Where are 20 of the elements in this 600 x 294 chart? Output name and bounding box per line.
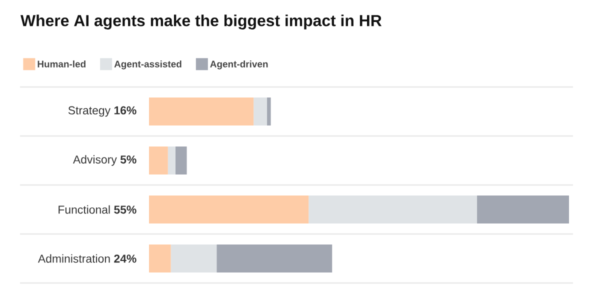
legend-label: Agent-driven [210,60,268,70]
y-tick-label: Functional 55% [58,205,136,214]
bar [254,98,268,126]
bar [175,146,187,174]
chart-title: Where AI agents make the biggest impact in HR [20,14,382,30]
bar [149,98,254,126]
y-tick-label: Strategy 16% [68,106,136,117]
bar [267,98,271,126]
bar [168,146,176,174]
legend-label: Human-led [38,60,86,68]
bar [216,244,332,273]
bar [477,196,570,224]
bar [149,244,171,273]
bar [149,146,168,174]
bar [170,244,217,273]
legend-label: Agent-assisted [114,60,182,70]
bar [149,196,309,224]
y-tick-label: Administration 24% [38,254,136,263]
y-tick-label: Advisory 5% [73,155,136,166]
bar [308,196,478,224]
